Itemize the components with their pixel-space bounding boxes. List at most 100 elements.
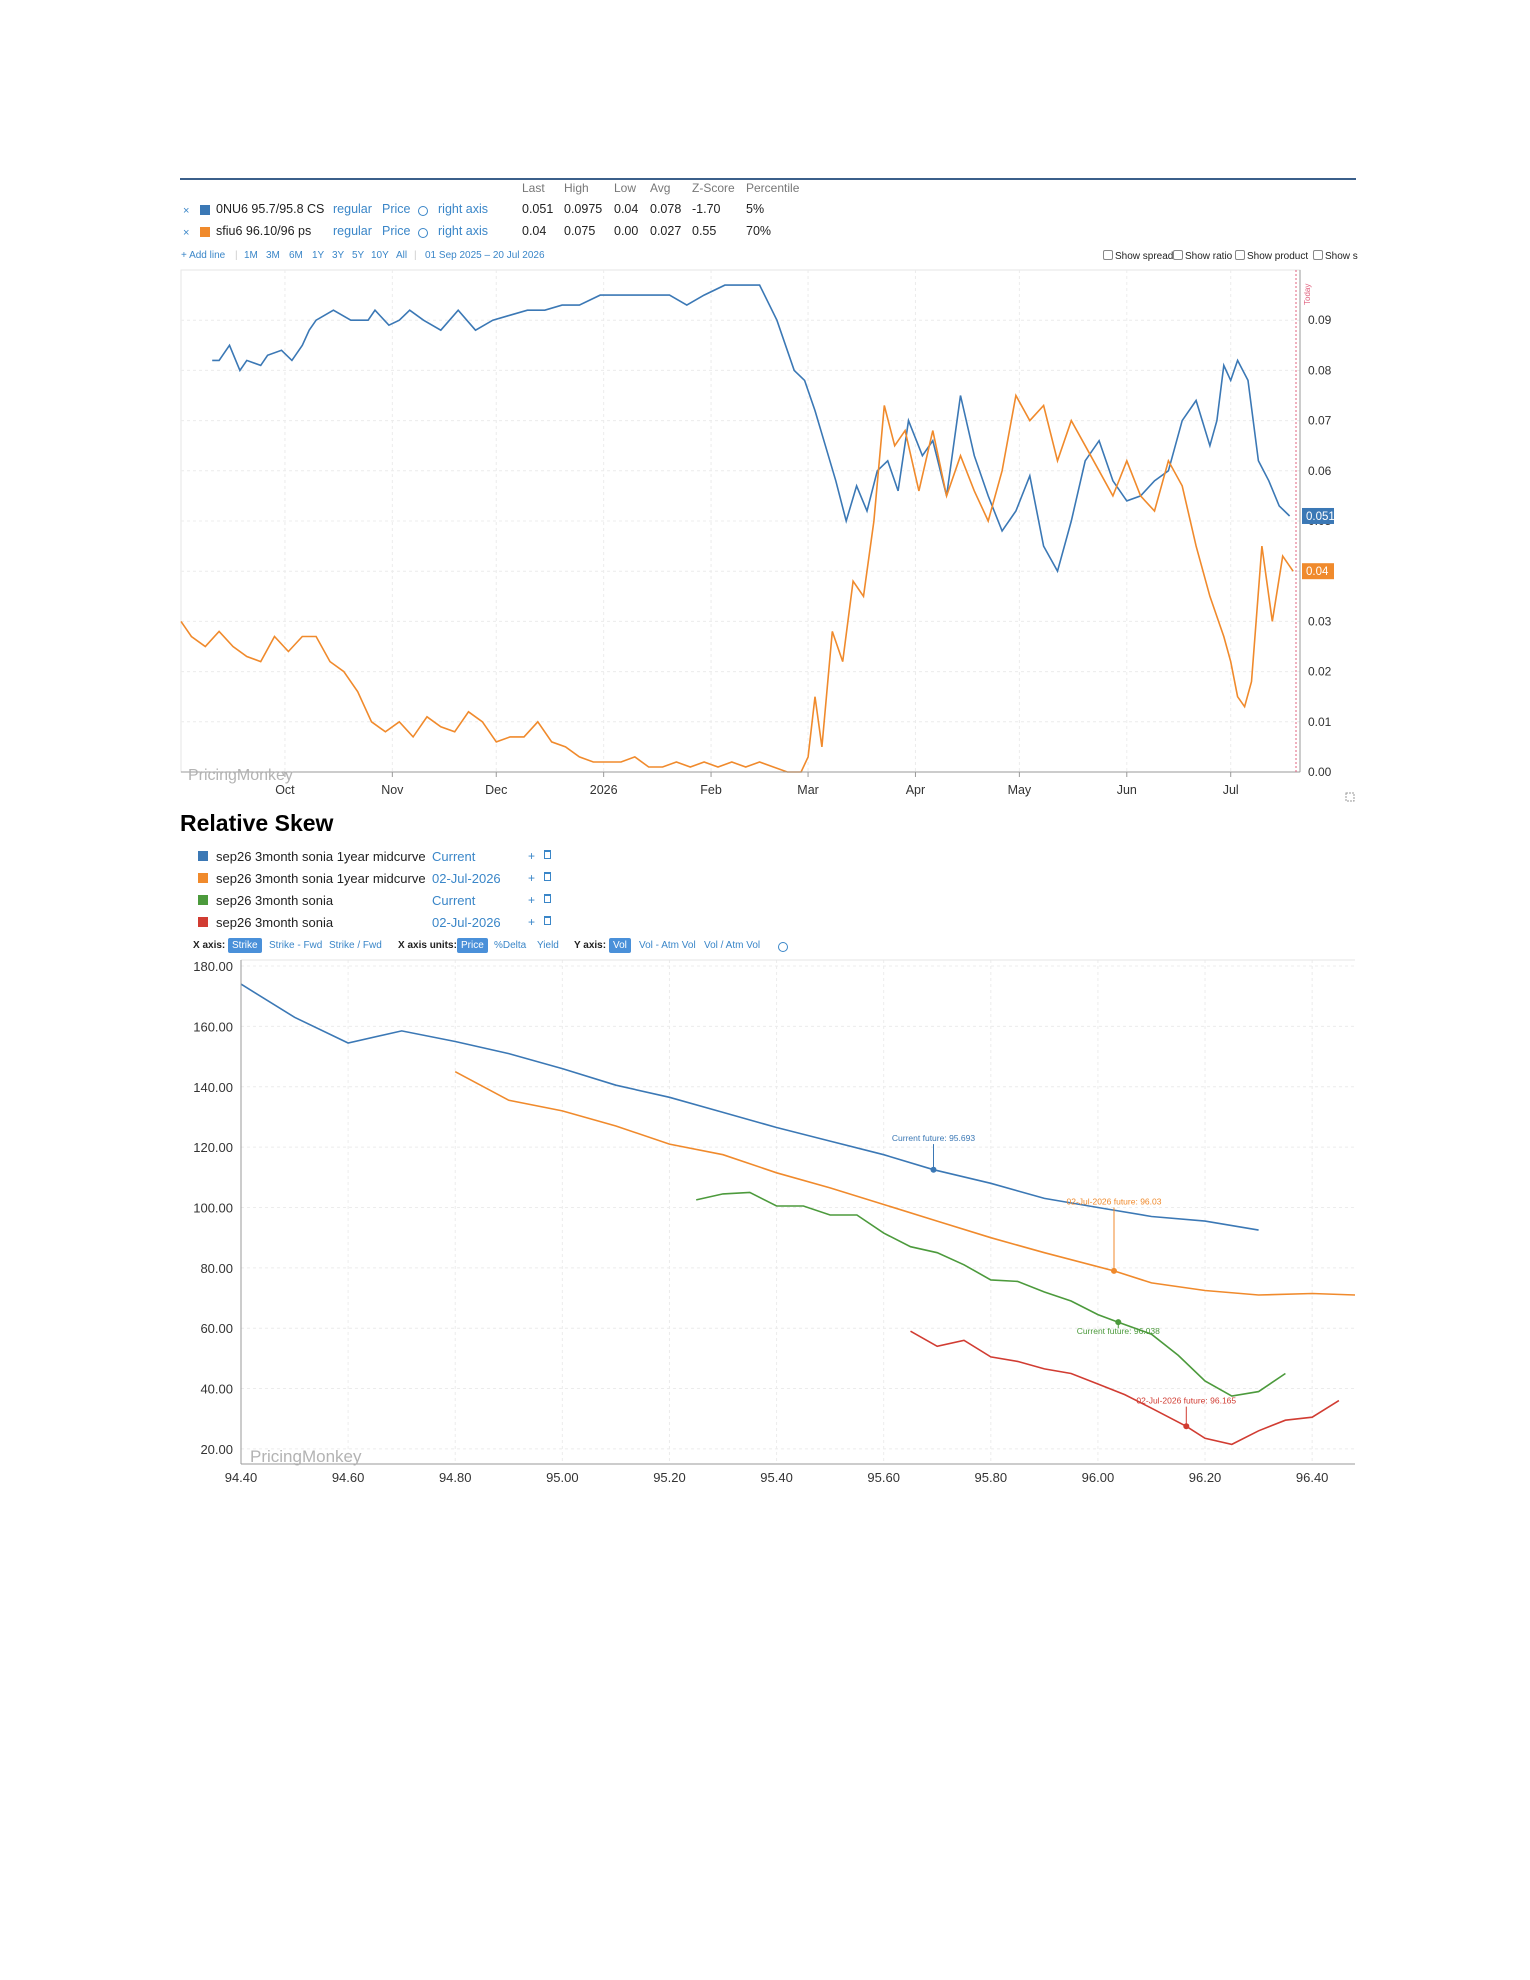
chart1-watermark: PricingMonkey (188, 767, 293, 784)
chart2-series-line-0 (240, 983, 1259, 1231)
chart1-x-tick-label: 2026 (590, 783, 618, 797)
show-product-checkbox[interactable]: Show product (1235, 250, 1308, 262)
series-0-mode-link[interactable]: regular (333, 202, 372, 216)
chart1-grid (180, 269, 1301, 773)
header-avg: Avg (650, 181, 671, 195)
series-1-percentile: 70% (746, 224, 772, 238)
price-history-chart[interactable]: 0.000.010.020.030.040.050.060.070.080.09… (0, 0, 1530, 820)
x-units-price-button[interactable]: Price (457, 938, 488, 953)
series-1-gear-icon[interactable] (418, 228, 428, 238)
checkbox-box (1103, 250, 1113, 260)
chart1-x-tick-label: Mar (797, 783, 819, 797)
skew-settings-gear-icon[interactable] (778, 942, 788, 952)
future-annotation-label: 02-Jul-2026 future: 96.165 (1136, 1396, 1236, 1406)
chart2-x-tick-label: 95.60 (867, 1470, 900, 1485)
chart2-y-tick-label: 120.00 (193, 1140, 233, 1155)
chart1-x-tick-label: Dec (485, 783, 507, 797)
series-0-axis-link[interactable]: right axis (438, 202, 489, 216)
chart2-y-tick-label: 80.00 (200, 1261, 233, 1276)
chart2-x-tick-label: 94.60 (332, 1470, 365, 1485)
skew-legend-date-link[interactable]: 02-Jul-2026 (432, 915, 501, 930)
skew-legend-swatch (198, 851, 208, 861)
range-1m-button[interactable]: 1M (244, 250, 258, 261)
header-last: Last (522, 181, 545, 195)
add-icon[interactable]: + (528, 915, 536, 929)
remove-series-0-button[interactable]: × (183, 205, 190, 217)
x-axis-label: X axis: (193, 940, 225, 951)
range-6m-button[interactable]: 6M (289, 250, 303, 261)
series-0-name: 0NU6 95.7/95.8 CS (216, 202, 325, 216)
range-3m-button[interactable]: 3M (266, 250, 280, 261)
add-icon[interactable]: + (528, 871, 536, 885)
series-0-field-link[interactable]: Price (382, 202, 411, 216)
range-3y-button[interactable]: 3Y (332, 250, 345, 261)
toolbar-divider: | (235, 250, 238, 261)
chart2-x-tick-label: 95.20 (653, 1470, 686, 1485)
date-range-picker[interactable]: 01 Sep 2025 – 20 Jul 2026 (425, 250, 545, 261)
series-1-axis-link[interactable]: right axis (438, 224, 489, 238)
range-1y-button[interactable]: 1Y (312, 250, 325, 261)
x-axis-strike-fwd-button[interactable]: Strike - Fwd (269, 940, 323, 951)
add-line-button[interactable]: + Add line (181, 250, 226, 261)
series-0-swatch (200, 205, 210, 215)
skew-legend-date-link[interactable]: 02-Jul-2026 (432, 871, 501, 886)
relative-skew-chart[interactable]: Current future: 95.693 02-Jul-2026 future… (0, 950, 1530, 1500)
series-1-zscore: 0.55 (692, 224, 717, 238)
skew-legend-swatch (198, 895, 208, 905)
chart1-x-tick-label: Apr (906, 783, 925, 797)
today-label: Today (1303, 284, 1312, 305)
skew-legend-swatch (198, 873, 208, 883)
x-axis-strike-button[interactable]: Strike (228, 938, 262, 953)
skew-legend-date-link[interactable]: Current (432, 893, 476, 908)
range-10y-button[interactable]: 10Y (371, 250, 389, 261)
y-axis-vol-over-atm-button[interactable]: Vol / Atm Vol (704, 940, 761, 951)
chart2-x-tick-label: 95.80 (975, 1470, 1008, 1485)
show-ratio-checkbox[interactable]: Show ratio (1173, 250, 1232, 262)
show-s-label: Show s (1325, 251, 1358, 262)
trash-icon[interactable] (544, 916, 551, 925)
chart1-last-value-badge-0 (1302, 507, 1334, 524)
remove-series-1-button[interactable]: × (183, 227, 190, 239)
show-s-checkbox[interactable]: Show s (1313, 250, 1358, 262)
series-1-low: 0.00 (614, 224, 639, 238)
reset-zoom-icon[interactable] (1345, 792, 1355, 802)
chart1-series-line-1 (180, 393, 1294, 773)
chart2-y-tick-label: 100.00 (193, 1200, 233, 1215)
chart1-x-tick-label: Jun (1117, 783, 1137, 797)
trash-icon[interactable] (544, 894, 551, 903)
series-1-field-link[interactable]: Price (382, 224, 411, 238)
trash-icon[interactable] (544, 850, 551, 859)
range-5y-button[interactable]: 5Y (352, 250, 365, 261)
series-0-gear-icon[interactable] (418, 206, 428, 216)
chart2-y-tick-label: 140.00 (193, 1080, 233, 1095)
x-units-delta-button[interactable]: %Delta (494, 940, 527, 951)
section-title: Relative Skew (180, 810, 334, 836)
chart1-series (180, 284, 1294, 773)
series-0-avg: 0.078 (650, 202, 682, 216)
chart1-y-tick-label: 0.00 (1308, 765, 1332, 779)
x-units-yield-button[interactable]: Yield (537, 940, 559, 951)
trash-icon[interactable] (544, 872, 551, 881)
series-1-mode-link[interactable]: regular (333, 224, 372, 238)
skew-legend-date-link[interactable]: Current (432, 849, 476, 864)
future-marker (930, 1166, 937, 1173)
series-0-percentile: 5% (746, 202, 765, 216)
chart1-y-tick-label: 0.06 (1308, 464, 1332, 478)
chart2-series-line-3 (910, 1330, 1340, 1446)
range-all-button[interactable]: All (396, 250, 408, 261)
y-axis-vol-minus-atm-button[interactable]: Vol - Atm Vol (639, 940, 696, 951)
chart2-axes: 20.00 40.00 60.00 80.00 100.00 120.00 140.00 16… (193, 959, 1355, 1485)
add-icon[interactable]: + (528, 849, 536, 863)
header-percentile: Percentile (746, 181, 800, 195)
chart1-y-tick-label: 0.02 (1308, 665, 1332, 679)
future-marker (1183, 1423, 1190, 1430)
y-axis-vol-button[interactable]: Vol (609, 938, 631, 953)
x-axis-strike-over-fwd-button[interactable]: Strike / Fwd (329, 940, 382, 951)
show-spread-checkbox[interactable]: Show spread (1103, 250, 1173, 262)
skew-legend-name: sep26 3month sonia (216, 915, 334, 930)
chart2-y-tick-label: 180.00 (193, 959, 233, 974)
chart1-axes: 0.000.010.020.030.040.050.060.070.080.09… (181, 270, 1335, 797)
add-icon[interactable]: + (528, 893, 536, 907)
chart1-x-tick-label: May (1008, 783, 1032, 797)
toolbar-divider: | (414, 250, 417, 261)
